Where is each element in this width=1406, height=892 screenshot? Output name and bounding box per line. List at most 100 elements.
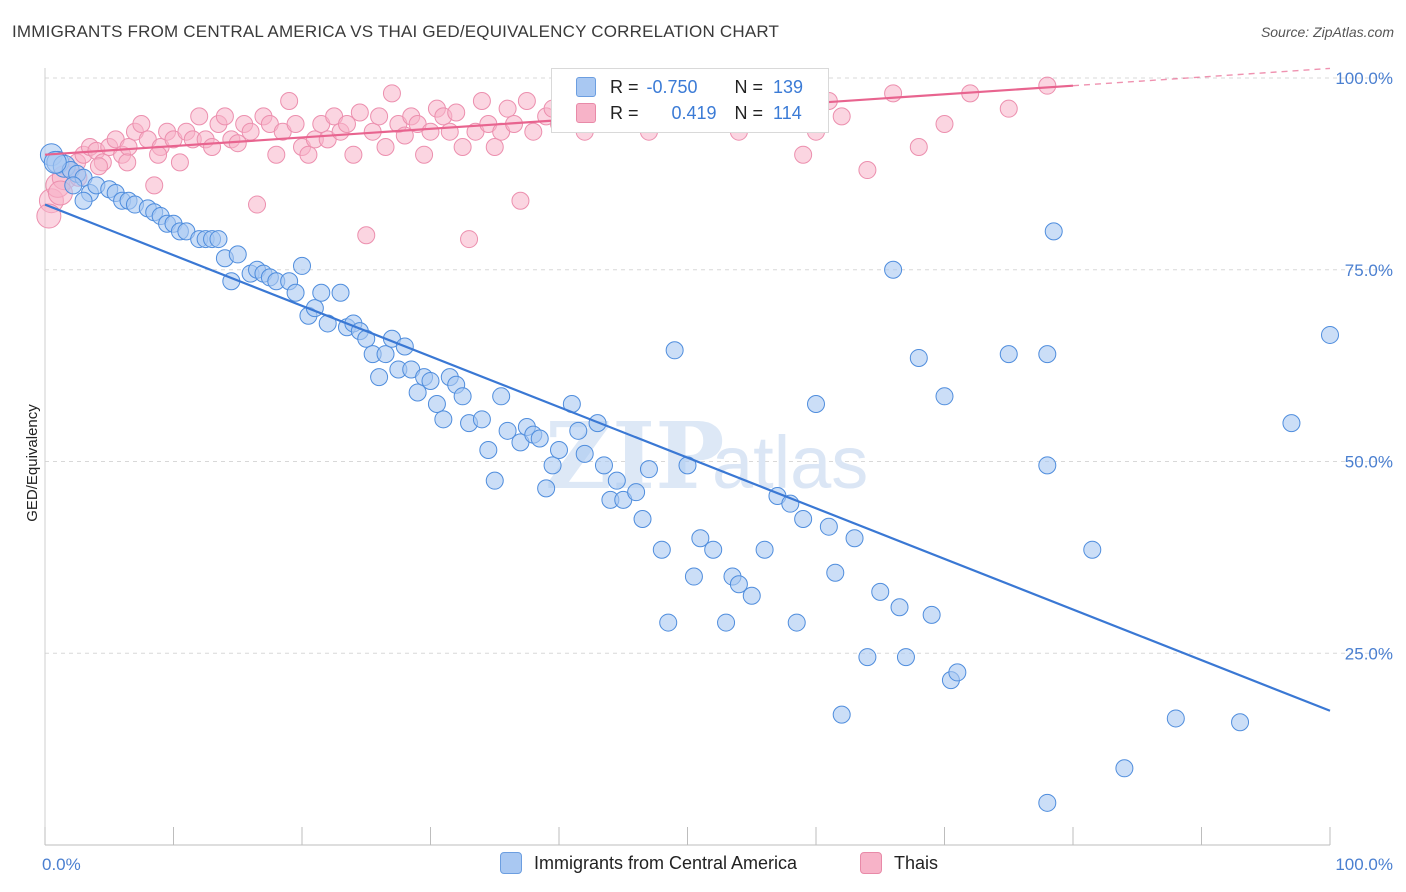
- thais-point: [286, 115, 305, 134]
- central-america-point: [1231, 713, 1250, 732]
- thais-point: [267, 145, 286, 164]
- central-america-point: [427, 394, 446, 413]
- thais-point: [460, 230, 479, 249]
- central-america-point: [639, 460, 658, 479]
- central-america-point: [1321, 325, 1339, 344]
- grid-lines: [45, 77, 1390, 654]
- correlation-legend: R = -0.750 N = 139 R = 0.419 N = 114: [551, 68, 829, 133]
- central-america-point: [537, 479, 556, 498]
- central-america-point: [370, 368, 389, 387]
- central-america-point: [472, 410, 491, 429]
- legend-swatch-blue: [576, 77, 596, 97]
- central-america-point: [871, 582, 890, 601]
- central-america-point: [543, 456, 562, 475]
- central-america-point: [286, 283, 305, 302]
- series-legend-central-america[interactable]: Immigrants from Central America: [500, 852, 797, 874]
- thais-point: [170, 153, 189, 172]
- central-america-point: [421, 371, 440, 390]
- thais-point: [935, 115, 954, 134]
- thais-point: [241, 122, 260, 141]
- central-america-point: [569, 421, 588, 440]
- thais-point: [794, 145, 813, 164]
- legend-r-label: R =: [610, 102, 639, 123]
- central-america-point: [408, 383, 427, 402]
- y-tick-label: 25.0%: [1345, 644, 1393, 663]
- central-america-point: [434, 410, 453, 429]
- central-america-point: [826, 563, 845, 582]
- thais-point: [524, 122, 543, 141]
- y-axis-title: GED/Equivalency: [24, 404, 41, 522]
- legend-n-value: 114: [773, 102, 802, 123]
- central-america-point: [909, 348, 928, 367]
- thais-point: [299, 145, 318, 164]
- central-america-point: [807, 394, 825, 413]
- central-america-point: [293, 256, 311, 275]
- thais-point: [498, 99, 517, 118]
- series-legend: Immigrants from Central America Thais: [0, 852, 1406, 878]
- watermark-atlas: atlas: [712, 421, 868, 504]
- chart-title: IMMIGRANTS FROM CENTRAL AMERICA VS THAI …: [12, 22, 780, 41]
- legend-n-label: N =: [734, 76, 764, 97]
- y-tick-label: 100.0%: [1335, 69, 1393, 88]
- thais-point: [280, 92, 299, 111]
- central-america-trendline: [44, 203, 1331, 712]
- central-america-point: [453, 387, 472, 406]
- source-label: Source: ZipAtlas.com: [1260, 24, 1394, 40]
- thais-point: [832, 107, 851, 126]
- legend-r-value: -0.750: [646, 76, 698, 97]
- central-america-point: [550, 440, 568, 459]
- central-america-point: [331, 283, 350, 302]
- thais-point: [145, 176, 164, 195]
- thais-point: [149, 145, 168, 164]
- thais-point: [89, 157, 108, 176]
- central-america-point: [659, 613, 678, 632]
- x-tick-label: 0.0%: [42, 855, 81, 874]
- central-america-point: [74, 191, 93, 210]
- y-tick-label: 50.0%: [1345, 453, 1393, 472]
- thais-point: [858, 161, 877, 180]
- thais-trendline-extension: [1072, 67, 1331, 87]
- trend-lines: [44, 67, 1331, 712]
- thais-point: [453, 138, 472, 157]
- series-legend-thais[interactable]: Thais: [860, 852, 938, 874]
- thais-point: [382, 84, 401, 103]
- thais-point: [190, 107, 209, 126]
- central-america-point: [794, 510, 813, 529]
- thais-point: [485, 138, 504, 157]
- central-america-point: [717, 613, 736, 632]
- central-america-point: [684, 567, 703, 586]
- central-america-point: [704, 540, 723, 559]
- central-america-point: [633, 510, 652, 529]
- central-america-point: [1282, 414, 1301, 433]
- central-america-point: [787, 613, 806, 632]
- central-america-point: [228, 245, 247, 264]
- central-america-point: [376, 345, 395, 364]
- thais-point: [447, 103, 466, 122]
- series-legend-label: Thais: [894, 852, 939, 873]
- central-america-point: [492, 387, 511, 406]
- central-america-point: [1083, 540, 1102, 559]
- central-america-point: [948, 663, 967, 682]
- legend-n-label: N =: [734, 102, 764, 123]
- central-america-point: [896, 648, 915, 667]
- thais-point: [132, 115, 151, 134]
- legend-row-thais: R = 0.419 N = 114: [576, 101, 802, 125]
- thais-point: [203, 138, 222, 157]
- thais-point: [350, 103, 369, 122]
- central-america-point: [819, 517, 838, 536]
- thais-point: [119, 138, 138, 157]
- central-america-point: [858, 648, 877, 667]
- central-america-point: [845, 529, 864, 548]
- central-america-point: [594, 456, 613, 475]
- thais-point: [415, 145, 434, 164]
- thais-point: [118, 153, 137, 172]
- central-america-point: [1166, 709, 1185, 728]
- central-america-point: [1038, 793, 1057, 812]
- thais-point: [421, 122, 440, 141]
- central-america-point: [832, 705, 851, 724]
- central-america-point: [884, 260, 903, 279]
- central-america-point: [575, 444, 594, 463]
- thais-point: [440, 122, 459, 141]
- thais-point: [215, 107, 234, 126]
- central-america-point: [665, 341, 684, 360]
